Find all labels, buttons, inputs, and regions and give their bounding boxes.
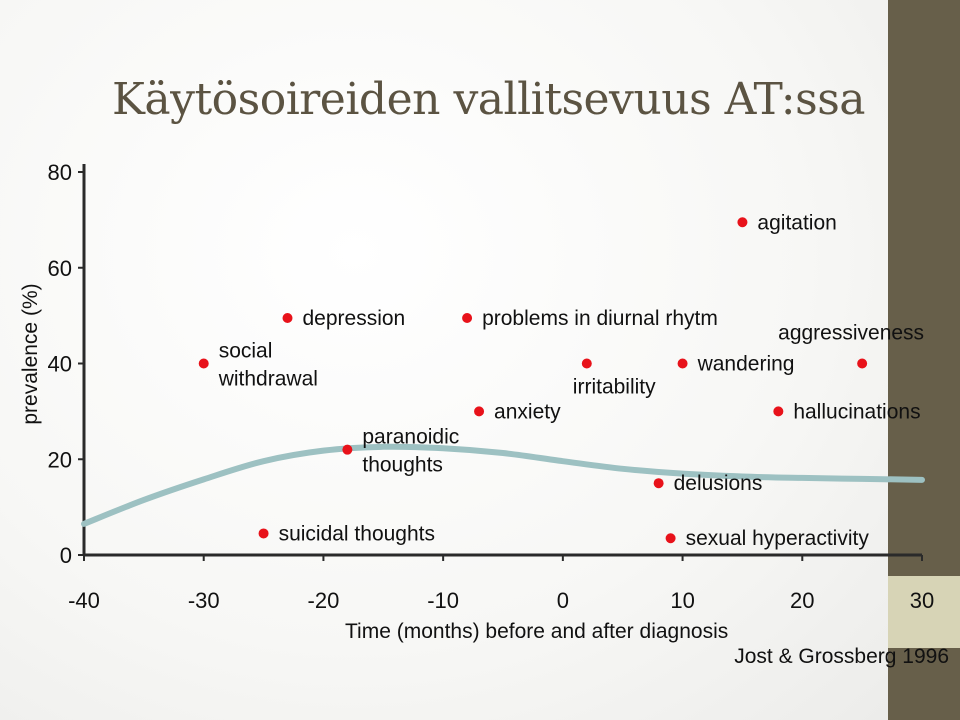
data-point-marker [773,406,784,417]
data-point-marker [474,406,485,417]
data-point-label: problems in diurnal rhytm [482,307,718,330]
x-tick-label: 10 [670,588,694,613]
data-point-label: depression [303,307,406,330]
data-point-label: hallucinations [793,400,920,423]
x-tick-label: -10 [427,588,459,613]
x-tick-label: 20 [790,588,814,613]
data-point-marker [342,444,353,455]
data-point-label: anxiety [494,400,561,423]
data-point-label: withdrawal [218,368,318,391]
source-citation: Jost & Grossberg 1996 [734,645,949,668]
data-point-label: social [219,340,273,363]
x-tick-label: 30 [910,588,934,613]
data-point-marker [282,313,293,324]
data-point-label: aggressiveness [778,322,924,345]
slide-background [0,0,888,720]
data-point-label: paranoidic [362,426,459,449]
data-point-marker [198,358,209,369]
x-tick-label: -30 [188,588,220,613]
data-point-label: sexual hyperactivity [686,527,870,550]
data-point-label: suicidal thoughts [279,522,435,545]
y-tick-label: 40 [48,352,72,377]
data-point-marker [737,217,748,228]
data-point-marker [258,528,269,539]
prevalence-trend-curve [81,443,925,527]
y-tick-label: 80 [48,160,72,185]
data-point-marker [665,533,676,544]
y-axis-title: prevalence (%) [19,283,42,425]
data-point-label: wandering [697,353,795,376]
x-tick-label: -20 [308,588,340,613]
accent-side-block [888,576,960,648]
data-point-label: thoughts [362,454,443,477]
y-tick-label: 20 [48,447,72,472]
x-tick-label: -40 [68,588,100,613]
data-point-marker [677,358,688,369]
y-tick-label: 60 [48,256,72,281]
data-point-marker [653,478,664,489]
slide-title: Käytösoireiden vallitsevuus AT:ssa [112,74,866,125]
y-tick-label: 0 [60,543,72,568]
data-point-label: delusions [674,472,763,495]
x-tick-label: 0 [557,588,569,613]
data-point-marker [857,358,868,369]
data-point-label: agitation [757,211,836,234]
data-point-marker [581,358,592,369]
data-point-label: irritability [573,376,656,399]
x-axis-title: Time (months) before and after diagnosis [345,620,729,643]
data-point-marker [462,313,473,324]
